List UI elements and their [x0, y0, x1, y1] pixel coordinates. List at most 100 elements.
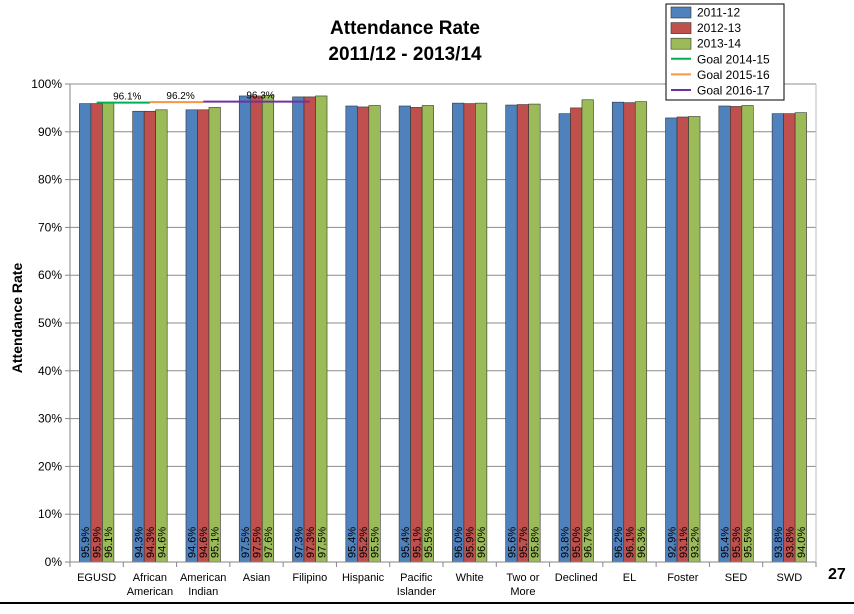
bar-2011-12-Filipino	[292, 96, 305, 563]
x-category-label: African American	[127, 572, 173, 598]
bar-2013-14-Foster	[688, 116, 701, 563]
data-label: 96.3%	[636, 527, 648, 558]
y-tick-label: 20%	[38, 459, 62, 473]
legend-swatch-2012-13	[670, 22, 692, 34]
bar-2013-14-Pacific Islander	[421, 105, 434, 563]
bar-2012-13-White	[463, 103, 476, 563]
data-label: 93.1%	[678, 527, 690, 558]
bar-2011-12-SWD	[771, 113, 784, 563]
goal-lines: 96.1% 96.2% 96.3%	[96, 91, 310, 104]
y-axis-title: Attendance Rate	[9, 263, 25, 374]
data-labels: 95.9% 94.3% 94.6% 97.5% 97.3% 95.4% 95.4% 96.0%…	[80, 527, 808, 558]
x-category-label: SED	[725, 572, 748, 584]
data-label: 95.5%	[743, 527, 755, 558]
y-tick-label: 70%	[38, 220, 62, 234]
data-label: 96.7%	[583, 527, 595, 558]
data-label: 95.3%	[731, 527, 743, 558]
bar-2011-12-Hispanic	[345, 105, 358, 563]
data-label: 94.3%	[133, 527, 145, 558]
legend-label: 2013-14	[697, 37, 741, 51]
x-category-label: Declined	[555, 572, 598, 584]
legend-label: Goal 2016-17	[697, 84, 770, 98]
bar-2012-13-African American	[143, 110, 156, 563]
bar-2013-14-Filipino	[315, 95, 328, 563]
data-label: 95.0%	[571, 527, 583, 558]
y-axis-ticks: 0% 10% 20% 30% 40% 50% 60% 70% 80% 90% 100%	[31, 77, 70, 569]
x-category-label: EGUSD	[77, 572, 116, 584]
goal-label: 96.2%	[166, 91, 194, 102]
legend-label: Goal 2015-16	[697, 68, 770, 82]
bar-2011-12-Two or More	[505, 104, 518, 563]
data-label: 93.8%	[560, 527, 572, 558]
data-label: 95.7%	[518, 527, 530, 558]
data-label: 96.1%	[103, 527, 115, 558]
data-label: 95.1%	[411, 527, 423, 558]
y-tick-label: 90%	[38, 125, 62, 139]
chart-title: Attendance Rate	[330, 18, 480, 39]
bar-2012-13-SWD	[783, 113, 796, 563]
bar-2012-13-Foster	[676, 116, 689, 563]
bar-2013-14-Hispanic	[368, 105, 381, 563]
data-label: 95.5%	[370, 527, 382, 558]
bar-2011-12-American Indian	[185, 109, 198, 563]
y-tick-label: 50%	[38, 316, 62, 330]
bar-2013-14-American Indian	[208, 107, 221, 563]
bar-series	[79, 95, 807, 563]
y-tick-label: 10%	[38, 507, 62, 521]
y-tick-label: 80%	[38, 173, 62, 187]
y-tick-label: 60%	[38, 268, 62, 282]
x-category-label: EL	[623, 572, 636, 584]
data-label: 96.0%	[476, 527, 488, 558]
data-label: 95.4%	[400, 527, 412, 558]
data-label: 95.8%	[529, 527, 541, 558]
bar-2011-12-Asian	[238, 95, 252, 563]
bar-2013-14-SWD	[794, 112, 807, 563]
bar-2011-12-Declined	[558, 113, 571, 563]
data-label: 95.4%	[720, 527, 732, 558]
x-category-label: American Indian	[180, 572, 226, 598]
bar-2011-12-White	[452, 102, 465, 563]
bar-2012-13-Hispanic	[357, 106, 370, 563]
bar-2011-12-Pacific Islander	[398, 105, 411, 563]
data-label: 95.6%	[506, 527, 518, 558]
x-category-label: Two or More	[506, 572, 539, 598]
data-label: 94.6%	[198, 527, 210, 558]
legend-swatch-2013-14	[670, 37, 692, 50]
x-category-label: Foster	[667, 572, 699, 584]
data-label: 95.4%	[347, 527, 359, 558]
bar-2013-14-SED	[741, 105, 754, 563]
chart-subtitle: 2011/12 - 2013/14	[328, 44, 482, 65]
data-label: 97.5%	[240, 527, 252, 558]
bar-2012-13-Declined	[570, 107, 583, 563]
bottom-rule	[0, 602, 854, 604]
bar-2011-12-Foster	[665, 117, 678, 563]
x-axis-categories: EGUSD African American American Indian Asian F…	[69, 562, 817, 598]
data-label: 94.6%	[156, 527, 168, 558]
data-label: 93.2%	[689, 527, 701, 558]
bar-2013-14-Declined	[581, 99, 594, 563]
y-tick-label: 100%	[31, 77, 62, 91]
data-label: 97.3%	[293, 527, 305, 558]
data-label: 95.9%	[80, 527, 92, 558]
data-label: 94.3%	[145, 527, 157, 558]
x-category-label: SWD	[777, 572, 803, 584]
goal-label: 96.3%	[246, 91, 274, 102]
bar-2012-13-EL	[623, 102, 636, 563]
bar-2013-14-EGUSD	[102, 102, 115, 563]
bar-2013-14-Two or More	[528, 103, 541, 563]
legend-swatch-2011-12	[670, 6, 692, 19]
bar-2012-13-Asian	[250, 95, 263, 563]
bar-2013-14-Asian	[261, 95, 275, 563]
legend-box	[665, 3, 785, 101]
y-tick-label: 40%	[38, 364, 62, 378]
data-label: 95.9%	[465, 527, 477, 558]
y-tick-label: 30%	[38, 412, 62, 426]
x-category-label: Pacific Islander	[397, 572, 436, 598]
data-label: 97.5%	[252, 527, 264, 558]
bar-2012-13-Filipino	[303, 96, 316, 563]
data-label: 95.5%	[423, 527, 435, 558]
x-category-label: Filipino	[292, 572, 327, 584]
data-label: 94.6%	[187, 527, 199, 558]
